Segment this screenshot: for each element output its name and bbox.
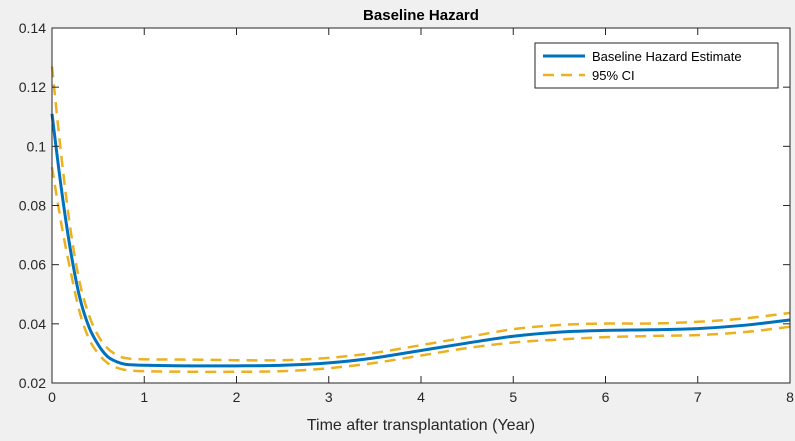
y-tick-label: 0.06 [19,257,46,273]
x-tick-label: 8 [786,389,794,405]
y-tick-label: 0.12 [19,79,46,95]
chart-title: Baseline Hazard [363,7,479,24]
y-tick-label: 0.14 [19,20,46,36]
x-tick-label: 7 [694,389,702,405]
legend-label: Baseline Hazard Estimate [592,49,742,64]
x-axis-title: Time after transplantation (Year) [307,417,535,434]
x-tick-label: 2 [233,389,241,405]
y-tick-label: 0.08 [19,198,46,214]
x-tick-label: 0 [48,389,56,405]
y-tick-label: 0.04 [19,316,46,332]
x-tick-label: 1 [140,389,148,405]
x-tick-label: 4 [417,389,425,405]
x-tick-label: 3 [325,389,333,405]
y-tick-label: 0.02 [19,375,46,391]
x-tick-label: 5 [509,389,517,405]
x-tick-label: 6 [602,389,610,405]
y-tick-label: 0.1 [27,138,47,154]
legend: Baseline Hazard Estimate 95% CI [535,43,778,88]
legend-label: 95% CI [592,68,635,83]
